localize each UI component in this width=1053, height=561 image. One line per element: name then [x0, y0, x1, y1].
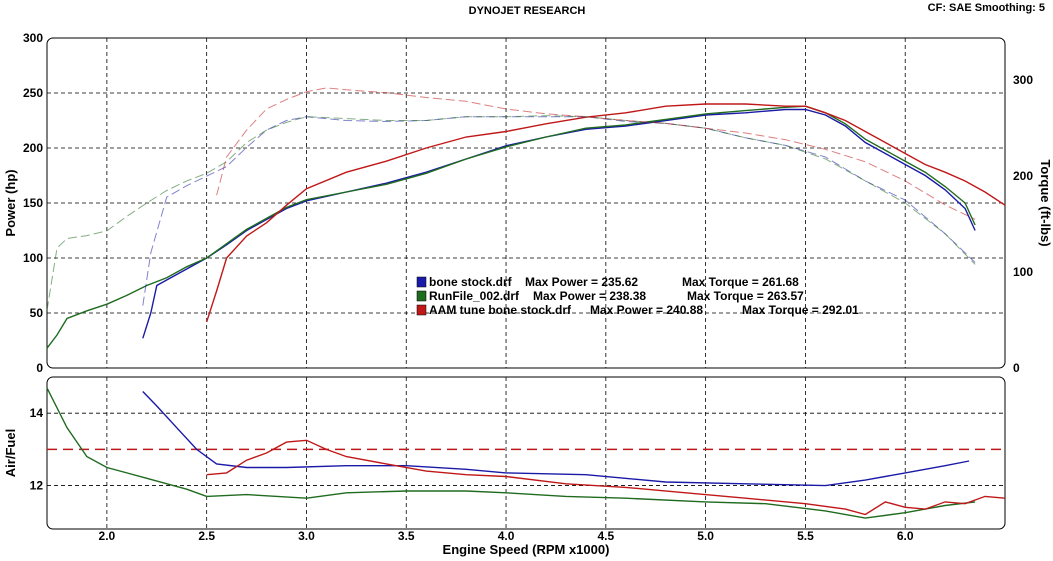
legend-file-runfile: RunFile_002.drf — [429, 289, 520, 303]
x-tick-label-7: 5.5 — [797, 529, 814, 543]
air-fuel-series — [46, 387, 1006, 519]
torque-tick-label-2: 200 — [1013, 169, 1033, 183]
power-tick-label-6: 300 — [23, 31, 43, 45]
legend-swatch-runfile — [416, 290, 427, 302]
power-tick-label-3: 150 — [23, 196, 43, 210]
legend-max-torque-aam-tune: Max Torque = 292.01 — [742, 303, 859, 317]
series-line-runfile-002-drf-air-fuel — [46, 387, 976, 519]
legend-max-power-runfile: Max Power = 238.38 — [533, 289, 646, 303]
legend-file-bone-stock: bone stock.drf — [429, 275, 513, 289]
legend-file-aam-tune: AAM tune bone stock.drf — [429, 303, 572, 317]
legend: bone stock.drf Max Power = 235.62 Max To… — [416, 275, 859, 317]
torque-axis-label: Torque (ft-lbs) — [1038, 159, 1053, 246]
torque-tick-label-0: 0 — [1013, 361, 1020, 375]
axis-ticks: 0 50 100 150 200 250 300 0 100 200 300 12 14 2.0 2.5 3.… — [23, 31, 1033, 543]
power-torque-grid — [47, 38, 1005, 368]
air-fuel-tick-label-1: 14 — [30, 406, 44, 420]
torque-tick-label-1: 100 — [1013, 265, 1033, 279]
torque-tick-label-3: 300 — [1013, 73, 1033, 87]
power-axis-label: Power (hp) — [3, 169, 18, 236]
x-tick-label-1: 2.5 — [198, 529, 215, 543]
series-line-aam-tune-bone-stock-drf-power — [206, 103, 1006, 323]
power-tick-label-2: 100 — [23, 251, 43, 265]
legend-swatch-bone-stock — [416, 276, 427, 288]
series-line-runfile-002-drf-power — [46, 105, 976, 349]
x-axis-label: Engine Speed (RPM x1000) — [443, 542, 610, 557]
series-line-runfile-002-drf-torque — [46, 115, 976, 311]
air-fuel-plot-frame — [46, 376, 1006, 530]
legend-max-torque-runfile: Max Torque = 263.57 — [687, 289, 804, 303]
x-tick-label-8: 6.0 — [897, 529, 914, 543]
settings-label: CF: SAE Smoothing: 5 — [928, 2, 1045, 14]
chart-title: DYNOJET RESEARCH — [469, 5, 586, 17]
power-tick-label-5: 250 — [23, 86, 43, 100]
series-line-aam-tune-bone-stock-drf-torque — [216, 87, 976, 220]
legend-max-power-aam-tune: Max Power = 240.88 — [590, 303, 703, 317]
series-line-aam-tune-bone-stock-drf-air-fuel — [206, 439, 1006, 516]
x-tick-label-6: 5.0 — [697, 529, 714, 543]
power-torque-series — [46, 87, 1006, 349]
air-fuel-axis-label: Air/Fuel — [3, 429, 18, 477]
x-tick-label-4: 4.0 — [498, 529, 515, 543]
x-tick-label-0: 2.0 — [99, 529, 116, 543]
legend-max-power-bone-stock: Max Power = 235.62 — [525, 275, 638, 289]
air-fuel-tick-label-0: 12 — [30, 479, 44, 493]
series-line-bone-stock-drf-air-fuel — [142, 391, 970, 487]
x-tick-label-2: 3.0 — [298, 529, 315, 543]
power-tick-label-1: 50 — [30, 306, 44, 320]
x-tick-label-3: 3.5 — [398, 529, 415, 543]
x-tick-label-5: 4.5 — [597, 529, 614, 543]
power-tick-label-0: 0 — [36, 361, 43, 375]
legend-swatch-aam-tune — [416, 304, 427, 316]
power-tick-label-4: 200 — [23, 141, 43, 155]
legend-max-torque-bone-stock: Max Torque = 261.68 — [682, 275, 799, 289]
